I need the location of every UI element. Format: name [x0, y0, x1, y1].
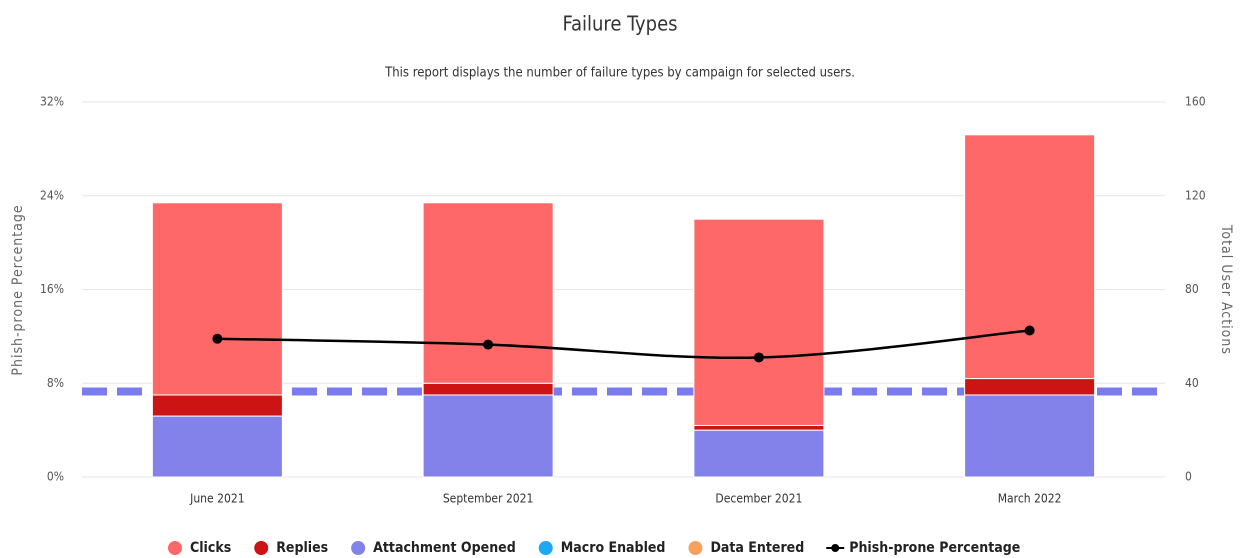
legend-symbol: [254, 541, 269, 555]
x-tick-label: March 2022: [998, 492, 1062, 506]
y-tick-label: 24%: [40, 188, 64, 202]
legend-label: Phish-prone Percentage: [849, 540, 1020, 556]
legend-symbol: [538, 541, 553, 555]
x-tick-label: December 2021: [715, 492, 802, 506]
bar-segment: [422, 382, 554, 396]
line-point: [1024, 325, 1035, 336]
bar-segment: [693, 424, 825, 431]
legend-label: Clicks: [190, 540, 231, 556]
legend-symbol: [351, 541, 366, 555]
legend-label: Replies: [276, 540, 328, 556]
y-tick-label: 16%: [40, 282, 64, 296]
y2-tick-label: 40: [1185, 376, 1199, 390]
bar-segment: [964, 394, 1096, 478]
y-tick-label: 8%: [47, 376, 64, 390]
bar-segment: [151, 202, 283, 396]
legend-symbol: [831, 544, 840, 552]
legend-symbol: [168, 541, 182, 555]
y2-tick-label: 160: [1185, 95, 1206, 109]
y-tick-label: 32%: [40, 95, 64, 109]
bar-segment: [422, 202, 554, 384]
y-axis-title: Phish-prone Percentage: [10, 204, 26, 375]
legend-label: Attachment Opened: [373, 540, 516, 556]
legend-label: Macro Enabled: [561, 540, 666, 556]
x-tick-label: September 2021: [443, 492, 534, 506]
chart-title: Failure Types: [562, 12, 677, 36]
line-point: [753, 352, 764, 363]
y-tick-label: 0%: [47, 470, 64, 484]
bar-segment: [151, 415, 283, 478]
bar-segment: [693, 429, 825, 478]
line-point: [483, 339, 494, 350]
y2-tick-label: 80: [1185, 282, 1199, 296]
legend-label: Data Entered: [710, 540, 804, 556]
line-point: [212, 333, 223, 344]
y2-axis-title: Total User Actions: [1218, 224, 1234, 355]
line: [217, 329, 1030, 359]
chart-subtitle: This report displays the number of failu…: [384, 66, 855, 81]
bar-segment: [422, 394, 554, 478]
bar-segment: [151, 394, 283, 417]
y2-tick-label: 120: [1185, 188, 1206, 202]
legend-symbol: [688, 541, 703, 555]
x-tick-label: June 2021: [189, 492, 244, 506]
bar-segment: [693, 218, 825, 426]
bar-segment: [964, 134, 1096, 380]
y2-tick-label: 0: [1185, 470, 1192, 484]
bar-segment: [964, 378, 1096, 396]
